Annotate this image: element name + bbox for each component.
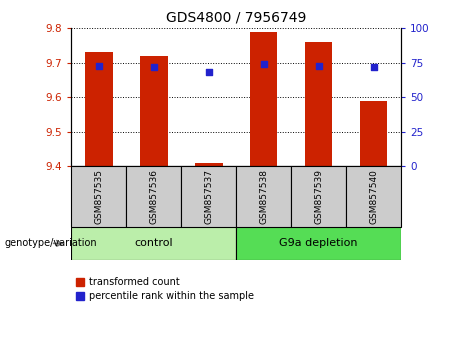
Text: GSM857537: GSM857537 [204,169,213,224]
Point [205,70,213,75]
Text: GSM857540: GSM857540 [369,169,378,224]
Point [95,63,103,68]
Bar [291,166,346,227]
Point [150,64,158,70]
Text: genotype/variation: genotype/variation [5,238,97,249]
Text: control: control [135,238,173,249]
Bar [85,52,112,166]
Point [315,63,322,68]
Bar [195,163,223,166]
Bar [305,42,332,166]
Bar [140,56,168,166]
Bar [236,227,401,260]
Text: GSM857538: GSM857538 [259,169,268,224]
Text: G9a depletion: G9a depletion [279,238,358,249]
Bar [71,166,126,227]
Bar [126,166,181,227]
Text: GSM857536: GSM857536 [149,169,159,224]
Text: GDS4800 / 7956749: GDS4800 / 7956749 [166,11,307,25]
Point [260,61,267,67]
Text: GSM857535: GSM857535 [95,169,103,224]
Bar [250,32,278,166]
Text: GSM857539: GSM857539 [314,169,323,224]
Point [370,64,377,70]
Bar [71,227,236,260]
Bar [181,166,236,227]
Legend: transformed count, percentile rank within the sample: transformed count, percentile rank withi… [77,278,254,301]
Bar [360,101,387,166]
Bar [236,166,291,227]
Bar [346,166,401,227]
